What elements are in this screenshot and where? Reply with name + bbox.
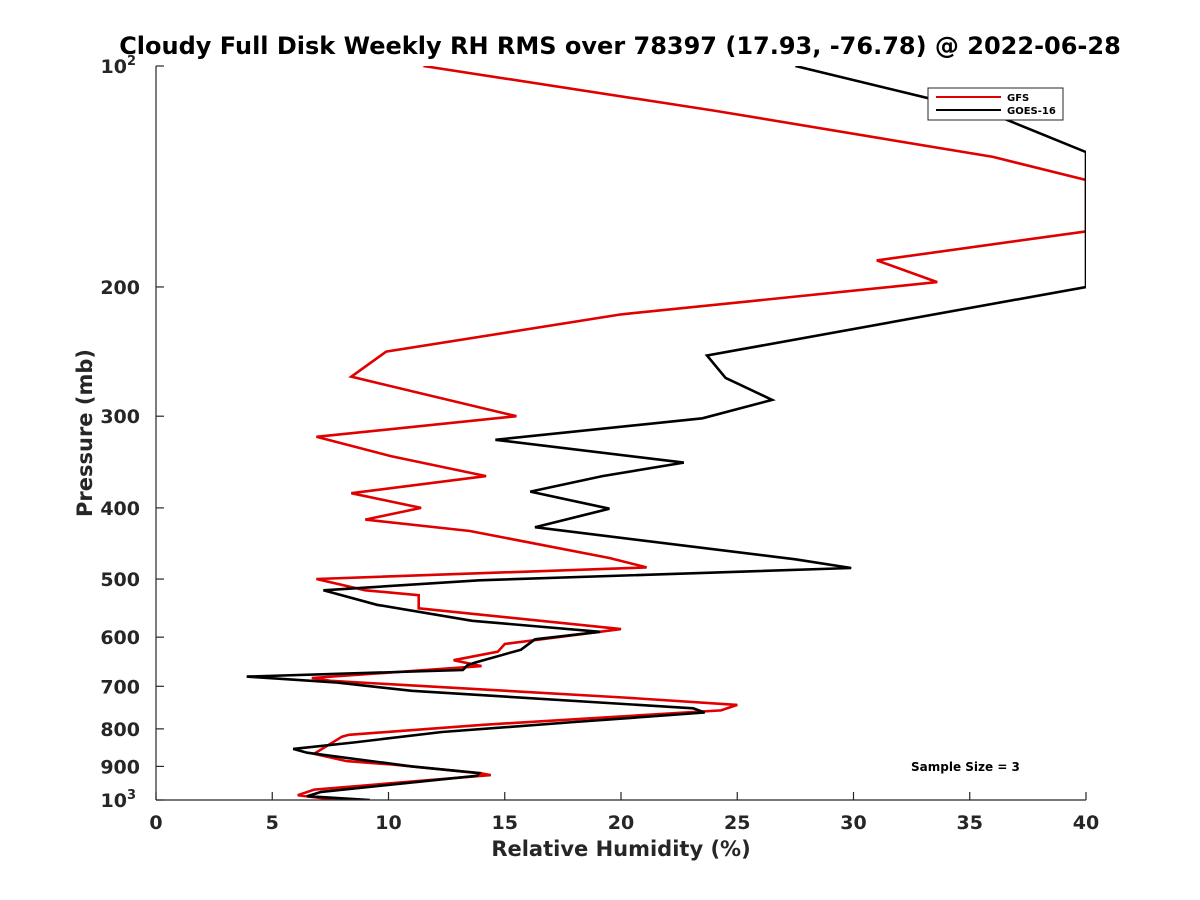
series-line-goes16: [246, 66, 1086, 800]
y-tick-label-power: 102: [101, 54, 137, 78]
x-tick-label: 30: [840, 812, 866, 834]
x-tick-label: 25: [724, 812, 750, 834]
y-ticks: 102 200 300 400 500 600 700 800 900 103: [100, 54, 164, 812]
y-axis-label: Pressure (mb): [73, 349, 97, 517]
y-tick-label: 800: [100, 719, 140, 741]
y-tick-label: 200: [100, 277, 140, 299]
y-tick-label: 600: [100, 627, 140, 649]
y-tick-label-power: 103: [101, 788, 137, 812]
x-ticks: 0 5 10 15 20 25 30 35 40: [149, 792, 1099, 834]
legend-label-gfs: GFS: [1007, 93, 1029, 104]
x-tick-label: 15: [492, 812, 518, 834]
x-axis-label: Relative Humidity (%): [491, 837, 750, 861]
x-tick-label: 5: [266, 812, 279, 834]
legend-label-goes16: GOES-16: [1007, 106, 1056, 117]
series-layer: [246, 66, 1086, 800]
y-tick-label: 400: [100, 498, 140, 520]
chart-title: Cloudy Full Disk Weekly RH RMS over 7839…: [119, 32, 1121, 60]
x-tick-label: 20: [608, 812, 634, 834]
x-tick-label: 10: [375, 812, 401, 834]
legend-box: [927, 87, 1064, 121]
y-tick-label: 700: [100, 676, 140, 698]
x-tick-label: 35: [957, 812, 983, 834]
sample-size-annotation: Sample Size = 3: [911, 760, 1020, 774]
x-tick-label: 40: [1073, 812, 1099, 834]
y-tick-label: 500: [100, 569, 140, 591]
series-line-gfs: [297, 66, 1086, 800]
x-tick-label: 0: [149, 812, 162, 834]
legend: GFS GOES-16: [927, 87, 1064, 121]
plot-area: [156, 66, 1086, 800]
y-tick-label: 300: [100, 406, 140, 428]
y-tick-label: 900: [100, 756, 140, 778]
